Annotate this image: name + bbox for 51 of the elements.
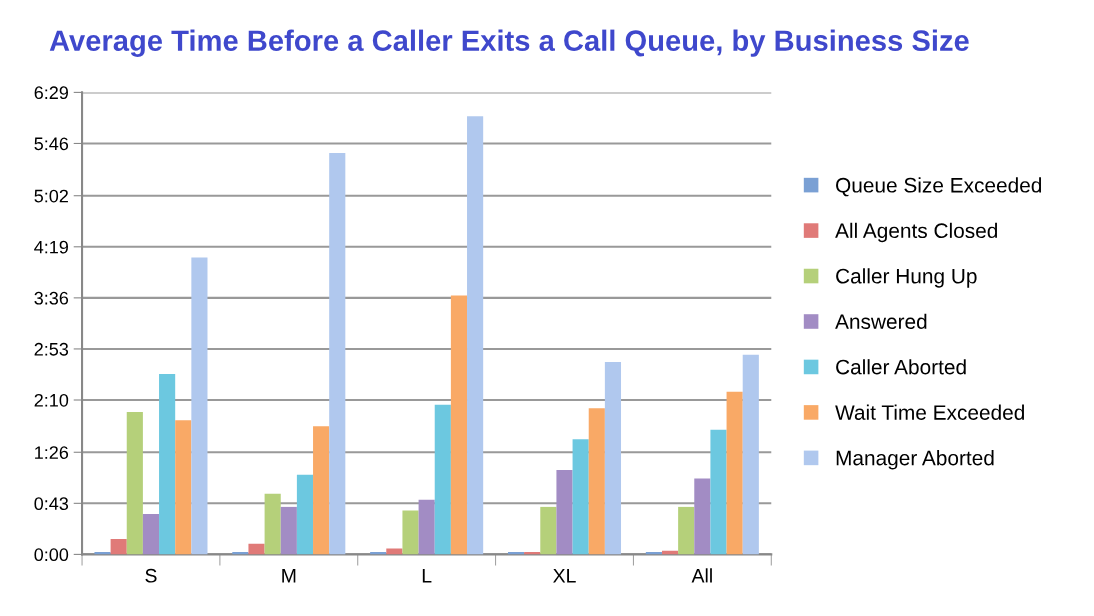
bar — [604, 362, 622, 555]
legend-label: Answered — [835, 313, 927, 329]
chart-title: Average Time Before a Caller Exits a Call Queue, by Business Size — [49, 29, 969, 57]
bar — [126, 411, 143, 555]
y-tick-label: 5:46 — [34, 137, 69, 151]
y-tick-label: 6:29 — [34, 86, 68, 100]
bar — [726, 391, 743, 555]
bar — [694, 478, 711, 555]
legend-label: Wait Time Exceeded — [835, 404, 1024, 420]
x-tick-label: All — [691, 568, 712, 583]
bar — [434, 404, 451, 555]
x-tick-label: S — [145, 568, 157, 583]
y-tick-label: 5:02 — [34, 189, 68, 203]
bar — [418, 499, 435, 555]
legend-label: Caller Hung Up — [836, 268, 977, 288]
bar — [175, 420, 192, 555]
legend-label: Queue Size Exceeded — [836, 177, 1042, 197]
bar — [678, 506, 695, 555]
bar — [248, 543, 265, 555]
legend-label: Caller Aborted — [836, 359, 966, 375]
bar — [110, 538, 127, 555]
bar — [386, 548, 403, 555]
y-tick-label: 0:43 — [34, 497, 69, 511]
bar — [742, 354, 759, 555]
y-tick-label: 0:00 — [34, 548, 69, 562]
bar — [142, 514, 160, 555]
bar — [296, 474, 314, 555]
legend-label: All Agents Closed — [835, 222, 998, 243]
bar — [588, 408, 605, 555]
legend-label: Manager Aborted — [836, 450, 994, 470]
bar — [710, 429, 727, 555]
bar — [450, 295, 468, 555]
x-tick-label: M — [282, 569, 296, 583]
bar — [264, 493, 281, 555]
bar — [402, 510, 419, 555]
y-tick-label: 2:10 — [34, 393, 69, 407]
bar — [467, 116, 484, 555]
bar — [280, 506, 297, 555]
y-tick-label: 4:19 — [34, 240, 68, 254]
y-tick-label: 1:26 — [35, 446, 69, 459]
bar — [313, 426, 330, 555]
y-tick-label: 3:36 — [34, 291, 69, 305]
bar — [572, 439, 589, 555]
bar — [556, 470, 573, 555]
y-tick-label: 2:53 — [34, 342, 69, 356]
bar — [540, 506, 557, 555]
x-tick-label: L — [422, 569, 432, 583]
bar — [329, 152, 346, 555]
bar — [191, 257, 208, 555]
bar — [159, 373, 176, 555]
x-tick-label: XL — [553, 569, 576, 583]
